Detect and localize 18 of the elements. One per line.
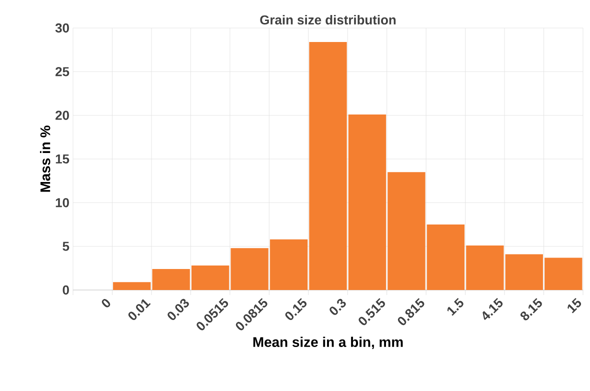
y-tick-label: 10: [56, 198, 69, 208]
y-axis-title: Mass in %: [40, 126, 50, 192]
y-tick-label: 5: [62, 242, 70, 251]
y-tick-label: 25: [56, 67, 70, 76]
x-tick-label: 15: [568, 298, 582, 314]
x-tick-label: 4.15: [482, 298, 503, 320]
y-tick-label: 0: [62, 285, 69, 295]
y-tick-label: 15: [56, 154, 70, 164]
x-tick-label: 0: [102, 299, 110, 308]
x-tick-label: 0.01: [128, 299, 151, 320]
chart-title: Grain size distribution: [260, 14, 396, 24]
x-tick-label: 0.3: [330, 298, 346, 315]
x-tick-label: 0.15: [285, 298, 307, 320]
y-tick-label: 20: [56, 110, 69, 120]
x-tick-label: 0.03: [168, 298, 189, 320]
y-tick-label: 30: [55, 23, 69, 33]
x-axis-title: Mean size in a bin, mm: [253, 336, 403, 350]
x-tick-label: 1.5: [447, 298, 464, 316]
